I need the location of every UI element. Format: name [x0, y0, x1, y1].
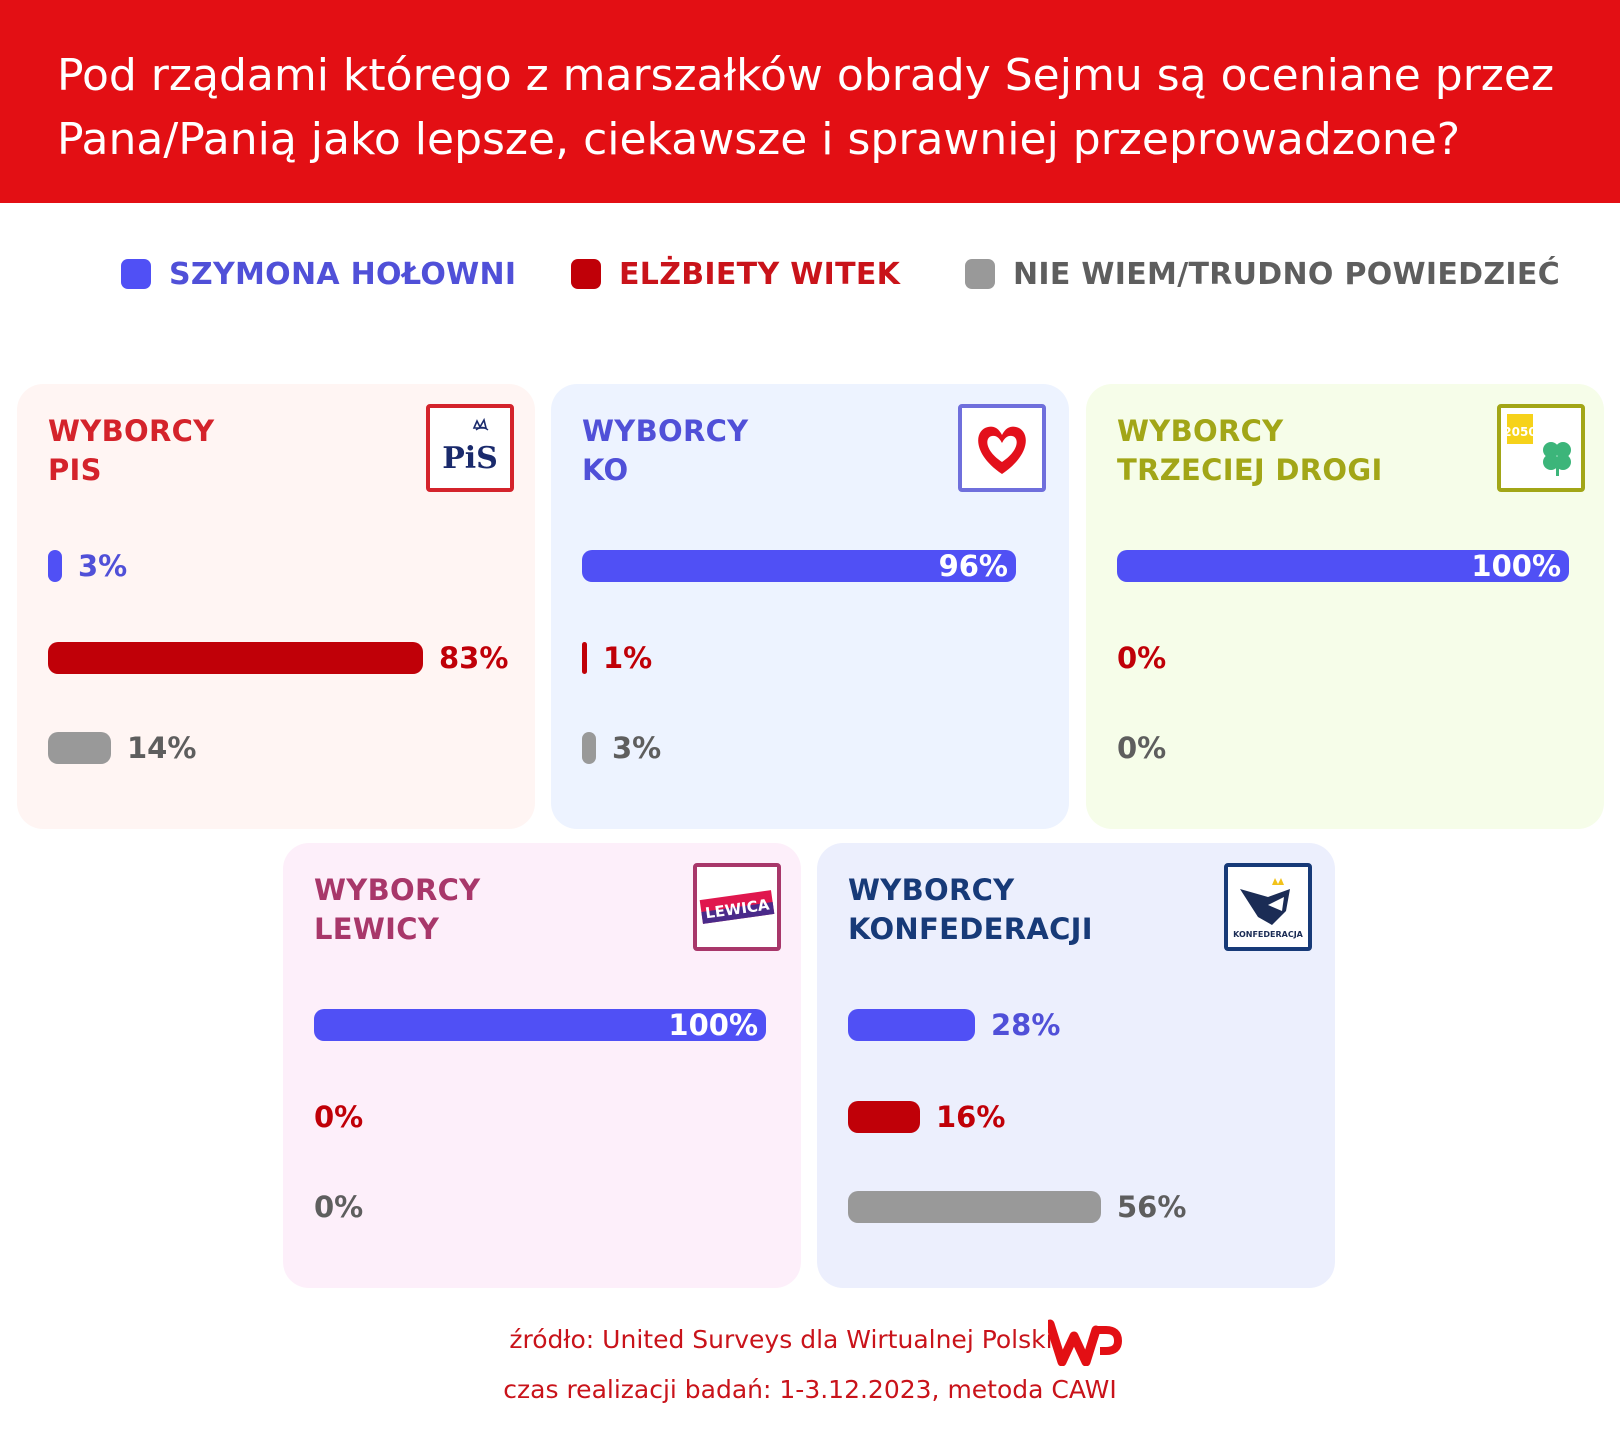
chart-title: Pod rządami którego z marszałków obrady …	[57, 50, 1555, 165]
trzecia-logo-text: 2050	[1503, 425, 1536, 439]
panel-trzecia-droga: WYBORCY TRZECIEJ DROGI 2050 100% 0% 0%	[1086, 384, 1604, 829]
panel-title: WYBORCY KONFEDERACJI	[848, 871, 1093, 949]
legend-label-witek: ELŻBIETY WITEK	[619, 256, 901, 292]
panel-title-line1: WYBORCY	[1117, 414, 1284, 448]
bar-holownia	[1117, 550, 1569, 582]
value-label-dont-know: 14%	[127, 731, 197, 765]
panel-title-line2: PIS	[48, 453, 102, 487]
legend-swatch-witek	[571, 259, 601, 289]
legend-item-dont-know: NIE WIEM/TRUDNO POWIEDZIEĆ	[965, 256, 1560, 292]
bar-row-witek: 0%	[314, 1099, 766, 1135]
bar-holownia	[848, 1009, 975, 1041]
bar-row-witek: 83%	[48, 640, 508, 676]
bar-witek	[582, 642, 587, 674]
legend-label-holownia: SZYMONA HOŁOWNI	[169, 256, 517, 292]
bar-witek	[848, 1101, 920, 1133]
bar-witek	[48, 642, 423, 674]
legend-item-holownia: SZYMONA HOŁOWNI	[121, 256, 516, 292]
panel-title-line2: KO	[582, 453, 629, 487]
value-label-dont-know: 56%	[1117, 1190, 1187, 1224]
bar-dont-know	[848, 1191, 1101, 1223]
value-label-holownia: 100%	[668, 1008, 758, 1042]
value-label-witek: 83%	[439, 641, 509, 675]
value-label-witek: 0%	[314, 1100, 364, 1134]
legend-swatch-dont-know	[965, 259, 995, 289]
pis-logo-text: PiS	[442, 441, 498, 476]
legend-label-dont-know: NIE WIEM/TRUDNO POWIEDZIEĆ	[1013, 256, 1561, 292]
clover-icon: 2050	[1497, 404, 1585, 492]
bar-row-dont-know: 0%	[314, 1189, 766, 1225]
value-label-dont-know: 0%	[1117, 731, 1167, 765]
bar-row-holownia: 100%	[314, 1007, 766, 1043]
panel-title-line2: LEWICY	[314, 912, 440, 946]
bar-row-dont-know: 3%	[582, 730, 1034, 766]
value-label-holownia: 100%	[1471, 549, 1561, 583]
wp-logo-icon	[1048, 1319, 1122, 1366]
value-label-witek: 0%	[1117, 641, 1167, 675]
bar-holownia	[48, 550, 62, 582]
bar-dont-know	[582, 732, 596, 764]
panel-title: WYBORCY PIS	[48, 412, 214, 490]
pis-logo-icon: PiS	[426, 404, 514, 492]
panel-ko: WYBORCY KO 96% 1% 3%	[551, 384, 1069, 829]
bar-holownia	[314, 1009, 766, 1041]
legend-swatch-holownia	[121, 259, 151, 289]
bar-dont-know	[48, 732, 111, 764]
panel-title: WYBORCY TRZECIEJ DROGI	[1117, 412, 1383, 490]
panel-lewica: WYBORCY LEWICY LEWICA 100% 0% 0%	[283, 843, 801, 1288]
value-label-holownia: 3%	[78, 549, 128, 583]
konfederacja-logo-icon: KONFEDERACJA	[1224, 863, 1312, 951]
bar-row-witek: 0%	[1117, 640, 1569, 676]
panel-title-line1: WYBORCY	[582, 414, 749, 448]
value-label-holownia: 28%	[991, 1008, 1061, 1042]
legend-item-witek: ELŻBIETY WITEK	[571, 256, 900, 292]
panel-title-line2: TRZECIEJ DROGI	[1117, 453, 1383, 487]
bar-row-witek: 1%	[582, 640, 1034, 676]
panel-pis: WYBORCY PIS PiS 3% 83% 14%	[17, 384, 535, 829]
bar-row-holownia: 100%	[1117, 548, 1569, 584]
bar-row-dont-know: 56%	[848, 1189, 1300, 1225]
panel-konfederacja: WYBORCY KONFEDERACJI KONFEDERACJA 28% 16%…	[817, 843, 1335, 1288]
value-label-witek: 16%	[936, 1100, 1006, 1134]
value-label-witek: 1%	[603, 641, 653, 675]
heart-icon	[958, 404, 1046, 492]
panel-title-line2: KONFEDERACJI	[848, 912, 1093, 946]
source-line: źródło: United Surveys dla Wirtualnej Po…	[509, 1325, 1053, 1354]
value-label-dont-know: 3%	[612, 731, 662, 765]
header-banner: Pod rządami którego z marszałków obrady …	[0, 0, 1620, 203]
panel-title-line1: WYBORCY	[848, 873, 1015, 907]
panel-title-line1: WYBORCY	[314, 873, 481, 907]
panel-title: WYBORCY LEWICY	[314, 871, 480, 949]
konfederacja-logo-text: KONFEDERACJA	[1233, 930, 1304, 939]
bar-row-witek: 16%	[848, 1099, 1300, 1135]
bar-row-holownia: 3%	[48, 548, 500, 584]
panel-title-line1: WYBORCY	[48, 414, 215, 448]
lewica-logo-icon: LEWICA	[693, 863, 781, 951]
bar-holownia	[582, 550, 1016, 582]
panel-title: WYBORCY KO	[582, 412, 748, 490]
fieldwork-line: czas realizacji badań: 1-3.12.2023, meto…	[503, 1375, 1117, 1404]
bar-row-holownia: 96%	[582, 548, 1034, 584]
value-label-holownia: 96%	[938, 549, 1008, 583]
bar-row-dont-know: 14%	[48, 730, 500, 766]
bar-row-dont-know: 0%	[1117, 730, 1569, 766]
value-label-dont-know: 0%	[314, 1190, 364, 1224]
bar-row-holownia: 28%	[848, 1007, 1300, 1043]
